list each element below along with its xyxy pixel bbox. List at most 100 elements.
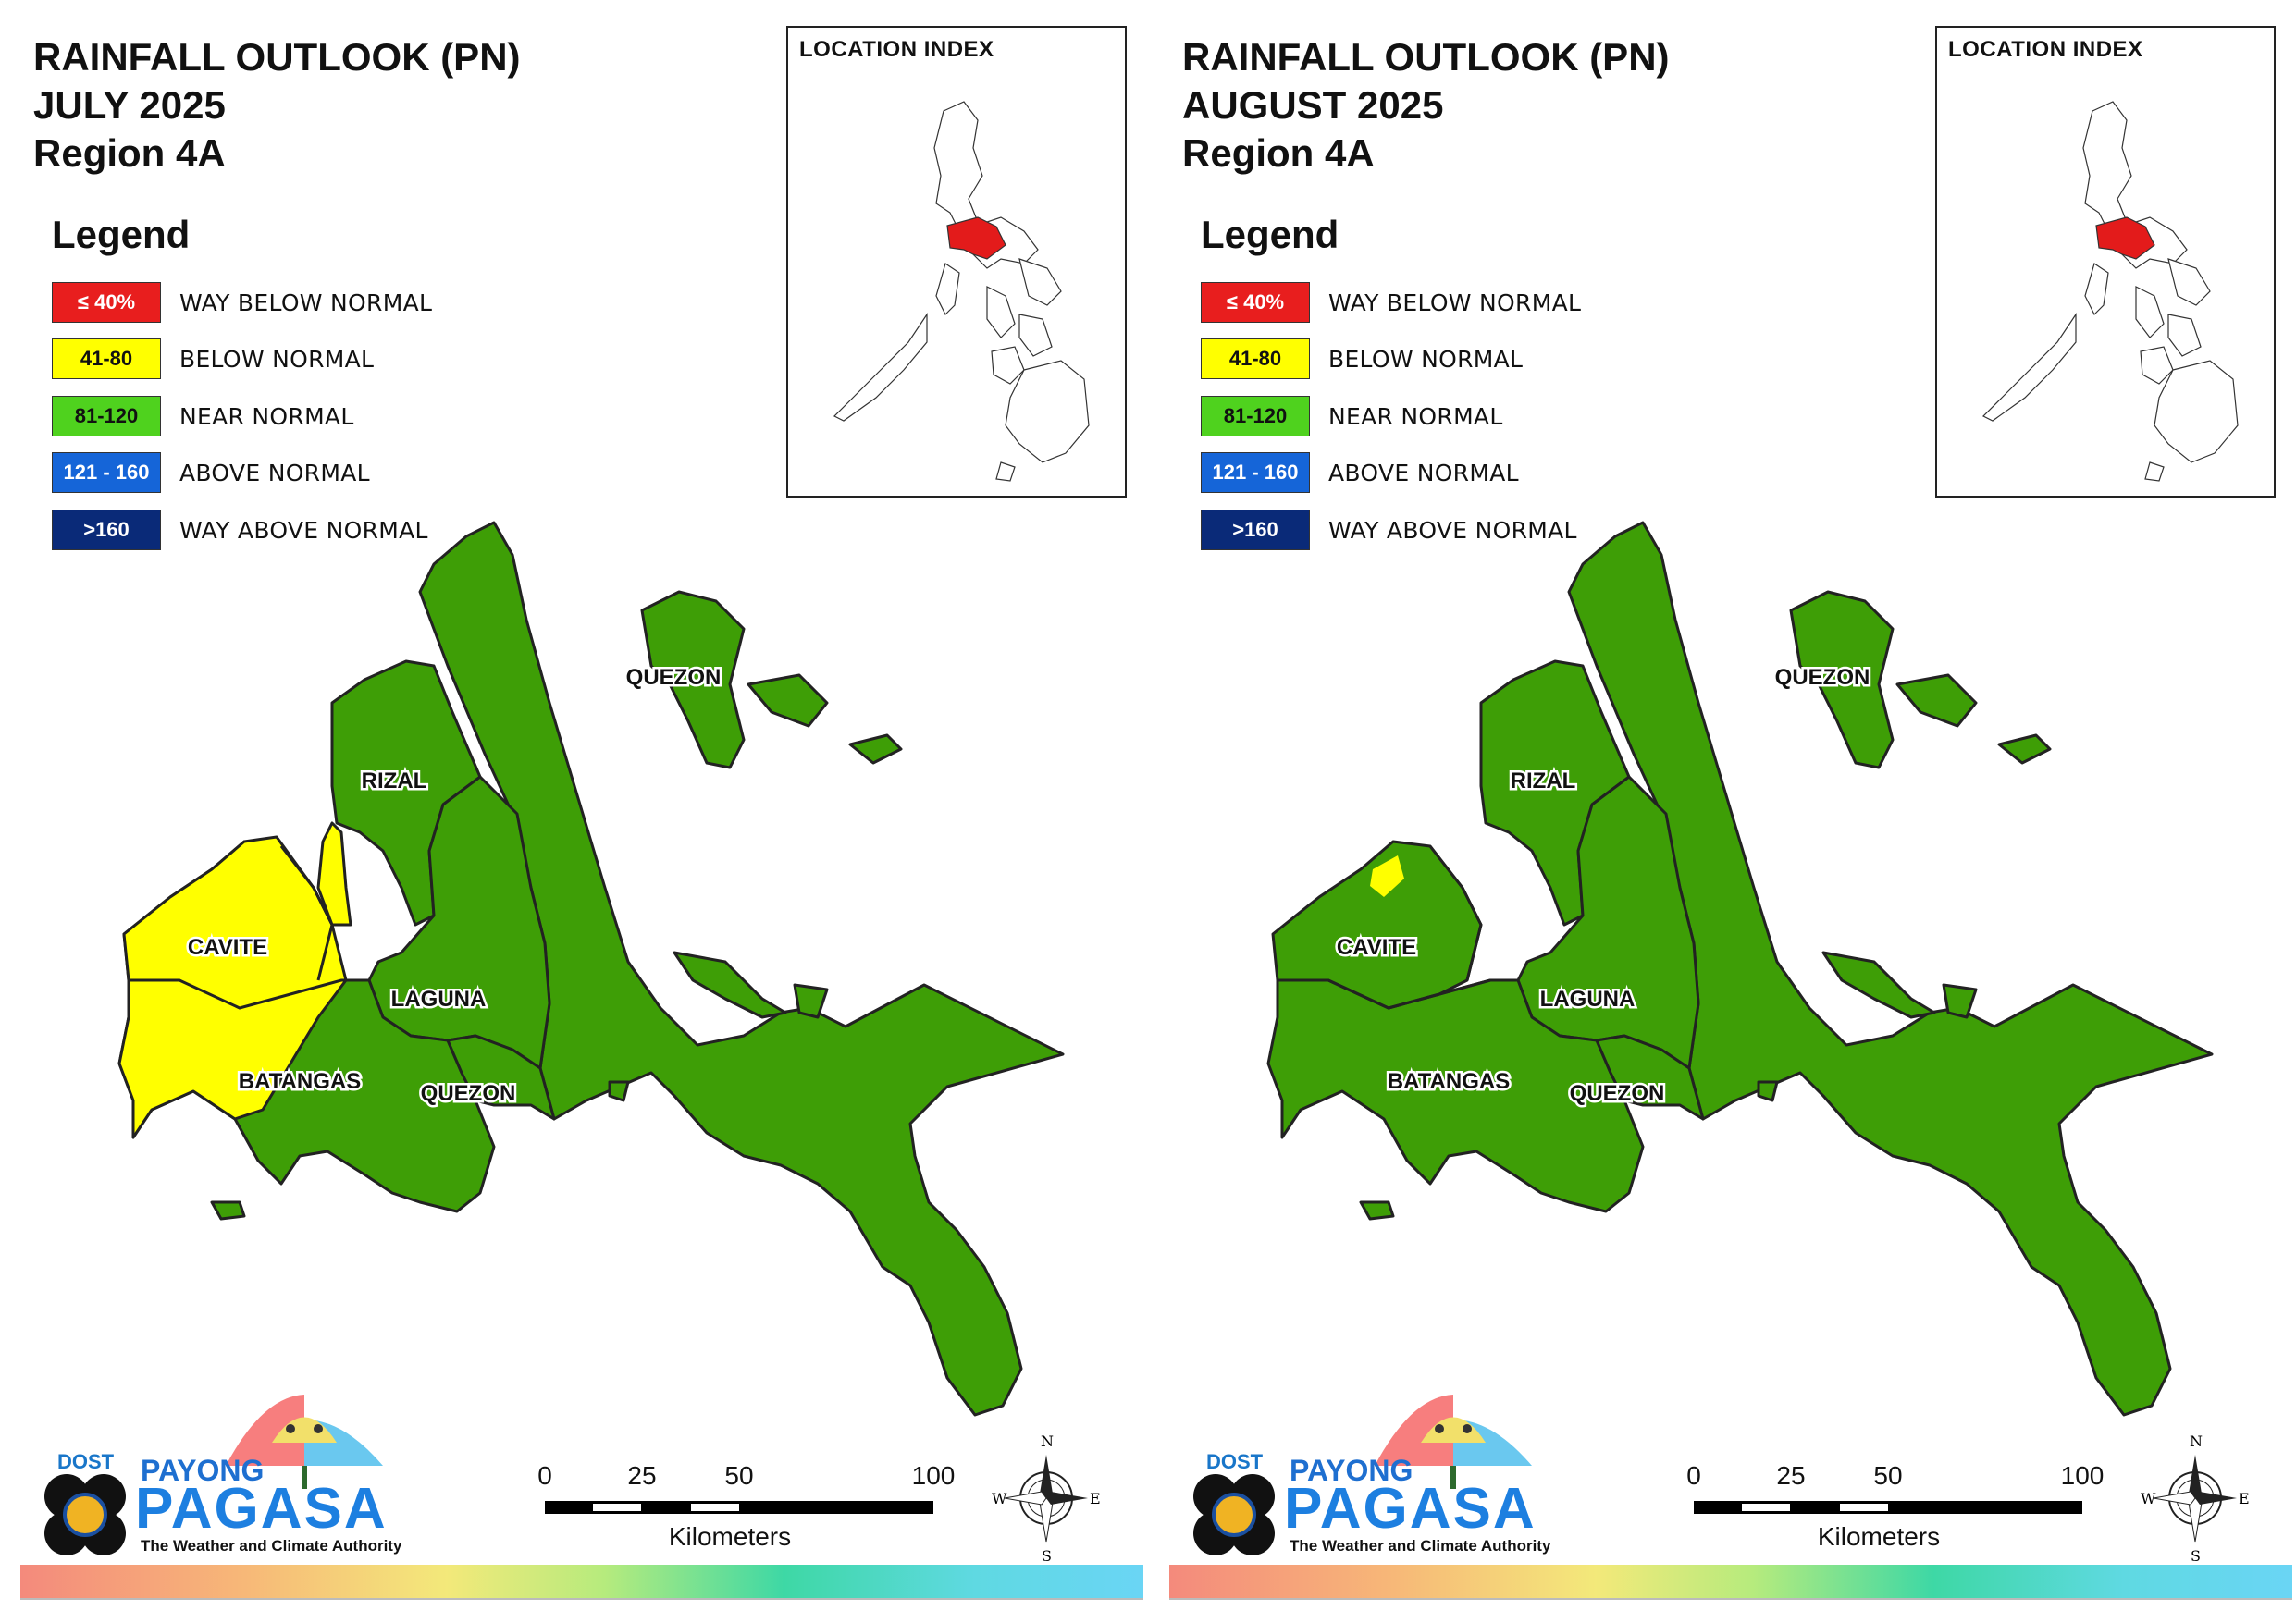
legend-label: BELOW NORMAL [179,345,375,373]
label-laguna: LAGUNA [1540,987,1636,1012]
map-title: RAINFALL OUTLOOK (PN) JULY 2025 Region 4… [33,33,521,178]
compass-rose-icon [2153,1455,2237,1543]
scale-units: Kilometers [1817,1522,1941,1551]
logo-dost: DOST [1206,1450,1264,1473]
logo-pagasa: PAGASA [1284,1477,1537,1541]
compass-e: E [2239,1490,2250,1507]
outlook-panel-august: RAINFALL OUTLOOK (PN) AUGUST 2025 Region… [1162,0,2296,1623]
logo-tagline: The Weather and Climate Authority [141,1537,402,1555]
label-batangas: BATANGAS [1388,1069,1510,1094]
title-month: AUGUST 2025 [1182,83,1444,127]
legend-swatch: 41-80 [1201,338,1310,379]
label-quezon-north: QUEZON [626,665,722,690]
scale-bar: 0 25 50 100 Kilometers [526,1461,955,1554]
label-batangas: BATANGAS [239,1069,361,1094]
legend-swatch: 121 - 160 [52,452,161,493]
compass-s: S [1042,1547,1052,1565]
title-line-1: RAINFALL OUTLOOK (PN) [33,35,521,79]
dost-seal-icon [44,1474,126,1555]
legend-swatch: 81-120 [52,396,161,436]
location-index-title: LOCATION INDEX [1948,37,2143,62]
legend-label: WAY ABOVE NORMAL [179,516,428,544]
legend-item-above-normal: 121 - 160 ABOVE NORMAL [1201,450,1519,495]
label-quezon-south: QUEZON [421,1081,516,1106]
island-polillo [640,590,746,769]
compass-rose-icon [1004,1455,1088,1543]
compass-n: N [2190,1432,2203,1450]
compass-e: E [1090,1490,1101,1507]
payong-pagasa-logo: DOST PAYONG PAGASA The Weather and Clima… [1180,1387,1569,1563]
scale-tick-100: 100 [911,1461,956,1490]
north-arrow: N S W E [992,1432,1101,1565]
logo-payong: PAYONG [141,1454,265,1487]
below-normal-zone-july [117,821,352,1139]
legend-label: BELOW NORMAL [1328,345,1524,373]
legend-item-below-normal: 41-80 BELOW NORMAL [52,337,374,381]
map-title: RAINFALL OUTLOOK (PN) AUGUST 2025 Region… [1182,33,1670,178]
legend-label: WAY BELOW NORMAL [1328,289,1582,316]
legend-swatch: ≤ 40% [52,282,161,323]
legend-item-near-normal: 81-120 NEAR NORMAL [1201,394,1503,438]
outlook-panel-july: RAINFALL OUTLOOK (PN) JULY 2025 Region 4… [13,0,1151,1623]
compass-s: S [2191,1547,2201,1565]
scale-bar-graphic [1694,1501,2082,1514]
label-quezon-south: QUEZON [1570,1081,1665,1106]
legend-label: ABOVE NORMAL [179,459,370,486]
footer-gradient-bar [1169,1565,2292,1600]
legend-swatch: >160 [52,510,161,550]
legend-heading: Legend [1201,213,1339,256]
title-region: Region 4A [1182,131,1375,175]
umbrella-icon [226,1395,383,1489]
region-4a-map: QUEZON RIZAL CAVITE LAGUNA BATANGAS QUEZ… [1266,521,2214,1417]
province-quezon-south [1595,1034,1705,1121]
legend-item-way-below-normal: ≤ 40% WAY BELOW NORMAL [52,280,432,325]
legend-swatch: 41-80 [52,338,161,379]
scale-bar: 0 25 50 100 Kilometers [1675,1461,2104,1554]
legend-item-above-normal: 121 - 160 ABOVE NORMAL [52,450,370,495]
footer-gradient-bar [20,1565,1143,1600]
scale-bar-graphic [545,1501,933,1514]
logo-payong: PAYONG [1290,1454,1413,1487]
compass-n: N [1041,1432,1054,1450]
label-rizal: RIZAL [362,768,427,793]
legend-swatch: ≤ 40% [1201,282,1310,323]
title-line-1: RAINFALL OUTLOOK (PN) [1182,35,1670,79]
logo-pagasa: PAGASA [135,1477,388,1541]
island-polillo [1789,590,1895,769]
scale-tick-25: 25 [627,1461,657,1490]
legend-item-way-above-normal: >160 WAY ABOVE NORMAL [1201,508,1577,552]
dost-seal-icon [1193,1474,1275,1555]
north-arrow: N S W E [2141,1432,2250,1565]
payong-pagasa-logo: DOST PAYONG PAGASA The Weather and Clima… [31,1387,420,1563]
legend-heading: Legend [52,213,191,256]
region-4a-highlight [946,216,1006,260]
scale-tick-100: 100 [2060,1461,2105,1490]
legend-label: ABOVE NORMAL [1328,459,1519,486]
label-quezon-north: QUEZON [1775,665,1870,690]
region-4a-map: QUEZON RIZAL CAVITE LAGUNA BATANGAS QUEZ… [117,521,1065,1417]
legend-label: NEAR NORMAL [179,402,354,430]
title-month: JULY 2025 [33,83,226,127]
location-index-box: LOCATION INDEX [786,26,1127,498]
philippines-locator-map [833,101,1090,482]
philippines-locator-map [1981,101,2239,482]
label-cavite: CAVITE [188,935,267,960]
legend-label: WAY BELOW NORMAL [179,289,433,316]
logo-tagline: The Weather and Climate Authority [1290,1537,1551,1555]
label-laguna: LAGUNA [391,987,487,1012]
location-index-title: LOCATION INDEX [799,37,994,62]
region-4a-highlight [2095,216,2155,260]
compass-w: W [992,1490,1007,1507]
legend-label: WAY ABOVE NORMAL [1328,516,1577,544]
legend-item-near-normal: 81-120 NEAR NORMAL [52,394,354,438]
legend-swatch: >160 [1201,510,1310,550]
below-normal-zone-august [1370,855,1404,897]
scale-tick-25: 25 [1776,1461,1806,1490]
title-region: Region 4A [33,131,226,175]
location-index-box: LOCATION INDEX [1935,26,2276,498]
logo-dost: DOST [57,1450,115,1473]
legend-swatch: 81-120 [1201,396,1310,436]
scale-tick-50: 50 [1873,1461,1903,1490]
province-quezon-south [446,1034,556,1121]
scale-tick-0: 0 [537,1461,552,1490]
